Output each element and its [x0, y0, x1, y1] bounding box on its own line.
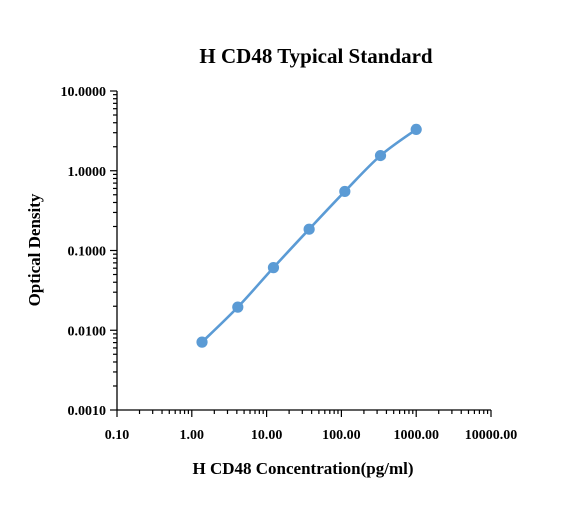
chart-title: H CD48 Typical Standard [199, 44, 433, 68]
y-tick-label: 0.1000 [68, 245, 107, 260]
y-tick-label: 10.0000 [61, 85, 107, 100]
x-tick-label: 10.00 [251, 428, 283, 443]
data-point [303, 223, 315, 235]
y-axis-label: Optical Density [25, 193, 44, 306]
y-tick-label: 1.0000 [68, 165, 107, 180]
y-tick-label: 0.0010 [68, 404, 107, 419]
y-tick-label: 0.0100 [68, 324, 107, 339]
x-tick-label: 100.00 [322, 428, 361, 443]
x-tick-label: 1.00 [180, 428, 205, 443]
data-point [339, 185, 351, 198]
data-point [267, 262, 280, 274]
data-point [410, 123, 422, 135]
data-point [374, 149, 387, 162]
x-tick-label: 10000.00 [465, 428, 518, 443]
x-tick-label: 0.10 [105, 428, 130, 443]
data-point [196, 336, 208, 348]
plot-area: 0.10 1.00 10.00 100.00 1000.00 10000.00 0.0010… [61, 85, 518, 443]
x-tick-label: 1000.00 [393, 428, 439, 443]
x-axis-label: H CD48 Concentration(pg/ml) [193, 459, 414, 478]
data-point [232, 301, 244, 313]
